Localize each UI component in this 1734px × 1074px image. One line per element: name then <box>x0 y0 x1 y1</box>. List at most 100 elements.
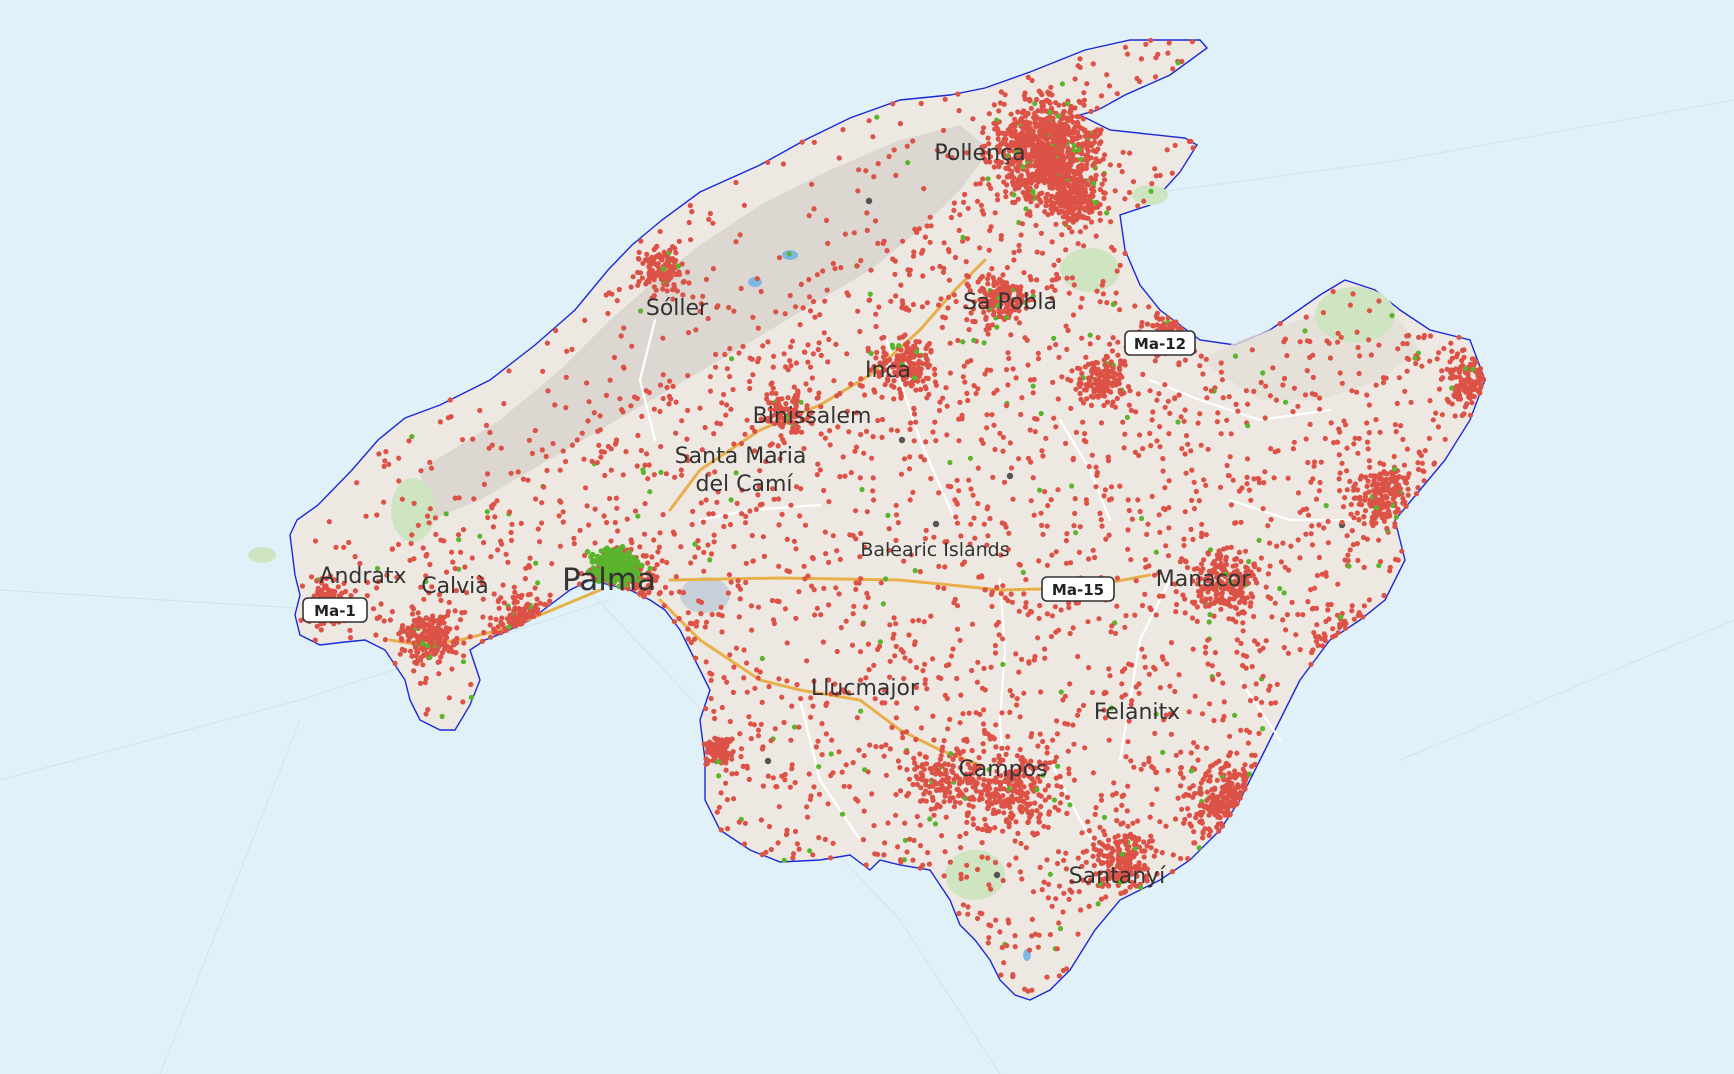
data-point <box>873 311 879 317</box>
data-point <box>1162 404 1168 410</box>
data-point <box>743 513 749 520</box>
data-point <box>1058 689 1064 695</box>
data-point <box>1166 40 1172 46</box>
data-point <box>1089 689 1095 696</box>
data-point <box>639 413 645 419</box>
data-point <box>1010 199 1016 205</box>
data-point <box>1069 879 1075 885</box>
data-point <box>879 434 885 440</box>
data-point <box>771 421 778 427</box>
data-point <box>1153 55 1159 61</box>
data-point <box>1172 581 1178 587</box>
data-point <box>1178 771 1184 777</box>
data-point <box>1205 446 1211 452</box>
data-point <box>1098 797 1105 803</box>
data-point <box>1074 119 1081 125</box>
data-point <box>1030 188 1036 194</box>
data-point <box>812 314 818 320</box>
data-point <box>916 226 922 232</box>
data-point <box>1305 459 1311 466</box>
data-point <box>1272 600 1278 606</box>
data-point <box>1076 210 1082 216</box>
data-point <box>492 514 498 520</box>
data-point <box>875 417 881 424</box>
data-point <box>1021 690 1027 696</box>
data-point <box>945 305 951 311</box>
data-point <box>723 780 729 786</box>
data-point <box>685 626 691 632</box>
data-point <box>1026 156 1032 162</box>
data-point <box>1114 818 1120 824</box>
data-point <box>1277 586 1283 592</box>
data-point <box>931 366 938 372</box>
data-point <box>347 635 354 641</box>
data-point <box>1032 653 1038 660</box>
data-point <box>480 596 486 602</box>
data-point <box>453 588 459 594</box>
data-point <box>703 619 710 625</box>
data-point <box>904 374 910 380</box>
data-point <box>1355 557 1361 564</box>
data-point <box>1083 848 1090 854</box>
data-point <box>1305 512 1312 518</box>
data-point <box>1151 572 1158 578</box>
data-point <box>996 149 1002 155</box>
data-point <box>723 767 729 773</box>
data-point <box>1102 715 1108 721</box>
data-point <box>925 343 931 349</box>
data-point <box>1066 225 1072 231</box>
data-point <box>1030 383 1036 389</box>
data-point <box>799 429 805 435</box>
data-point <box>747 385 753 392</box>
data-point <box>1161 505 1167 512</box>
data-point <box>1006 781 1012 788</box>
data-point <box>533 560 539 566</box>
data-point <box>772 407 778 413</box>
data-point <box>838 625 844 631</box>
data-point <box>1233 401 1239 407</box>
data-point <box>819 721 825 727</box>
data-point <box>1427 358 1433 364</box>
data-point <box>1240 628 1246 634</box>
data-point <box>980 176 986 182</box>
data-point <box>811 587 817 593</box>
data-point <box>721 391 727 398</box>
data-point <box>722 513 729 520</box>
data-point <box>1082 745 1088 751</box>
data-point <box>928 347 934 353</box>
data-point <box>1325 540 1331 546</box>
data-point <box>912 639 918 645</box>
data-point <box>936 302 942 308</box>
data-point <box>970 318 976 324</box>
data-point <box>973 390 979 397</box>
data-point <box>1071 186 1078 192</box>
data-point <box>549 561 555 567</box>
data-point <box>597 413 603 419</box>
data-point <box>1163 823 1169 829</box>
data-point <box>1086 209 1093 215</box>
data-point <box>985 940 991 946</box>
data-point <box>1119 681 1125 687</box>
data-point <box>665 269 671 275</box>
data-point <box>807 308 814 314</box>
data-point <box>1164 147 1170 153</box>
data-point <box>1053 342 1059 348</box>
data-point <box>778 423 784 429</box>
data-point <box>791 538 798 544</box>
data-point <box>948 653 955 659</box>
data-point <box>774 598 780 604</box>
data-point <box>1203 386 1209 392</box>
data-point <box>1260 370 1266 376</box>
data-point <box>1016 561 1022 568</box>
data-point <box>781 351 787 357</box>
data-point <box>657 382 664 388</box>
data-point <box>1157 819 1163 825</box>
data-point <box>825 240 831 246</box>
data-point <box>993 121 999 127</box>
data-point <box>1178 414 1184 420</box>
data-point <box>1075 141 1081 147</box>
data-point <box>1049 122 1055 128</box>
data-point <box>1077 99 1083 105</box>
